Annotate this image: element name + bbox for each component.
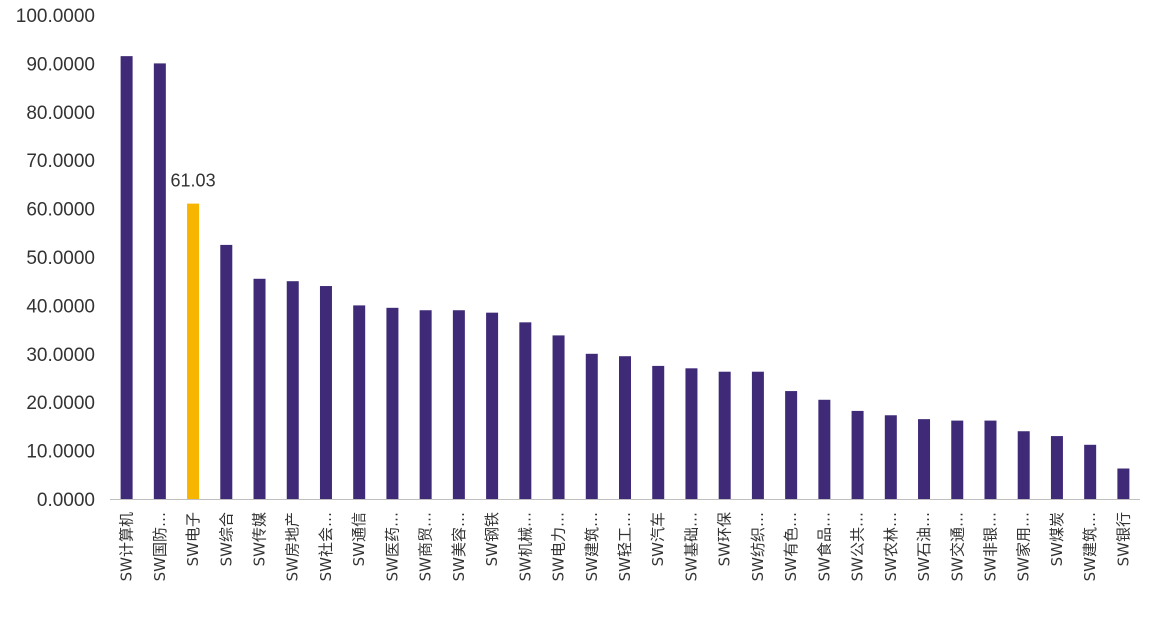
x-tick-label: SW房地产 bbox=[284, 512, 302, 581]
bar bbox=[785, 391, 798, 499]
y-tick-label: 100.0000 bbox=[16, 6, 95, 27]
y-tick-label: 50.0000 bbox=[26, 248, 95, 269]
x-tick-label: SW非银… bbox=[981, 512, 999, 581]
x-tick-label: SW传媒 bbox=[251, 512, 269, 566]
x-tick-label: SW公共… bbox=[849, 512, 867, 581]
y-tick-label: 60.0000 bbox=[26, 200, 95, 221]
bar bbox=[718, 371, 731, 499]
bar bbox=[751, 371, 764, 499]
x-tick-label: SW农林… bbox=[882, 512, 900, 581]
x-tick-label: SW电子 bbox=[184, 512, 202, 566]
bar bbox=[386, 307, 399, 499]
bar bbox=[286, 281, 299, 499]
bar bbox=[851, 410, 864, 499]
y-tick-label: 0.0000 bbox=[37, 490, 95, 511]
bar bbox=[452, 310, 465, 499]
x-tick-label: SW轻工… bbox=[616, 512, 634, 581]
bar bbox=[685, 368, 698, 499]
y-tick-label: 70.0000 bbox=[26, 151, 95, 172]
bar bbox=[1017, 431, 1030, 499]
x-tick-label: SW基础… bbox=[682, 512, 700, 581]
y-tick-label: 90.0000 bbox=[26, 54, 95, 75]
x-tick-label: SW煤炭 bbox=[1048, 512, 1066, 566]
x-tick-label: SW电力… bbox=[550, 512, 568, 581]
bar bbox=[253, 278, 266, 499]
bar bbox=[951, 420, 964, 499]
bar bbox=[652, 365, 665, 499]
x-tick-label: SW石油… bbox=[915, 512, 933, 581]
x-tick-label: SW食品… bbox=[815, 512, 833, 581]
x-tick-label: SW机械… bbox=[516, 512, 534, 581]
x-tick-label: SW计算机 bbox=[118, 512, 136, 581]
bar bbox=[918, 419, 931, 499]
x-tick-label: SW建筑… bbox=[1081, 512, 1099, 581]
bar bbox=[220, 244, 233, 499]
bar bbox=[1084, 444, 1097, 499]
y-tick-label: 10.0000 bbox=[26, 442, 95, 463]
x-tick-label: SW汽车 bbox=[649, 512, 667, 566]
x-tick-label: SW通信 bbox=[350, 512, 368, 566]
x-tick-label: SW社会… bbox=[317, 512, 335, 581]
bar bbox=[984, 420, 997, 499]
bar bbox=[486, 312, 499, 499]
y-tick-label: 80.0000 bbox=[26, 103, 95, 124]
bar bbox=[884, 415, 897, 499]
x-tick-label: SW医药… bbox=[383, 512, 401, 581]
bar bbox=[353, 305, 366, 499]
x-tick-label: SW国防… bbox=[151, 512, 169, 581]
bar bbox=[619, 356, 631, 499]
bar bbox=[1050, 436, 1063, 499]
x-tick-label: SW美容… bbox=[450, 512, 468, 581]
bar bbox=[153, 63, 166, 500]
x-tick-label: SW有色… bbox=[782, 512, 800, 581]
bar bbox=[120, 56, 133, 499]
bar bbox=[319, 286, 332, 499]
bar bbox=[519, 322, 532, 499]
x-tick-label: SW环保 bbox=[716, 512, 734, 566]
data-labels: 61.03 bbox=[171, 171, 216, 191]
bar bbox=[552, 335, 565, 499]
x-tick-label: SW纺织… bbox=[749, 512, 767, 581]
x-tick-label: SW商贸… bbox=[417, 512, 435, 581]
data-label: 61.03 bbox=[171, 171, 216, 191]
x-axis-ticks: SW计算机 SW国防… SW电子 SW综合 SW传媒 SW房地产 SW社会… SW通信 SW医药… bbox=[118, 512, 1133, 581]
y-tick-label: 20.0000 bbox=[26, 393, 95, 414]
x-tick-label: SW钢铁 bbox=[483, 512, 501, 566]
x-tick-label: SW银行 bbox=[1114, 512, 1132, 566]
bar bbox=[585, 353, 598, 499]
y-tick-label: 30.0000 bbox=[26, 345, 95, 366]
bars bbox=[120, 56, 1130, 500]
y-tick-label: 40.0000 bbox=[26, 296, 95, 317]
x-tick-label: SW交通… bbox=[948, 512, 966, 581]
x-tick-label: SW综合 bbox=[217, 512, 235, 566]
y-axis-ticks: 0.0000 10.0000 20.0000 30.0000 40.0000 50.000… bbox=[16, 6, 95, 511]
bar bbox=[1117, 468, 1130, 499]
x-tick-label: SW建筑… bbox=[583, 512, 601, 581]
bar bbox=[419, 310, 432, 499]
bar bbox=[818, 399, 831, 499]
x-tick-label: SW家用… bbox=[1015, 512, 1033, 581]
bar bbox=[187, 203, 200, 499]
